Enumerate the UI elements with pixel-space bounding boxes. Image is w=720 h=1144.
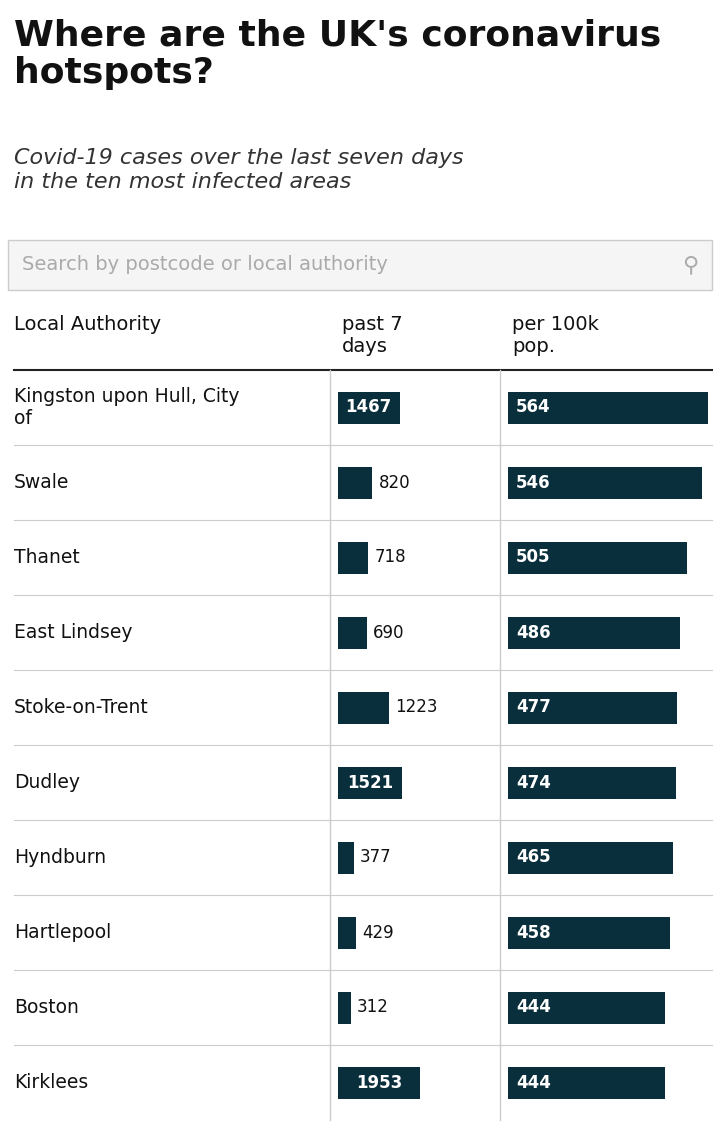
Text: Kirklees: Kirklees [14, 1073, 89, 1093]
Text: 444: 444 [516, 1073, 551, 1091]
Text: 465: 465 [516, 849, 551, 866]
Text: 312: 312 [357, 999, 389, 1017]
Text: 1953: 1953 [356, 1073, 402, 1091]
Text: 1223: 1223 [395, 699, 438, 716]
Bar [338, 691, 390, 723]
Text: past 7
days: past 7 days [342, 315, 402, 356]
Bar [508, 541, 687, 573]
Bar [8, 240, 712, 289]
Text: 474: 474 [516, 773, 551, 792]
Bar [508, 916, 670, 948]
Text: Kingston upon Hull, City
of: Kingston upon Hull, City of [14, 387, 240, 428]
Text: Dudley: Dudley [14, 773, 80, 792]
Bar [508, 992, 665, 1024]
Bar [338, 916, 356, 948]
Bar [338, 1066, 420, 1098]
Text: 690: 690 [373, 623, 405, 642]
Bar [338, 467, 372, 499]
Text: 564: 564 [516, 398, 551, 416]
Bar [508, 691, 677, 723]
Bar [508, 467, 701, 499]
Text: Local Authority: Local Authority [14, 315, 161, 334]
Text: 444: 444 [516, 999, 551, 1017]
Bar [508, 617, 680, 649]
Text: ⚲: ⚲ [682, 255, 698, 275]
Text: 486: 486 [516, 623, 551, 642]
Text: 546: 546 [516, 474, 551, 492]
Text: 1467: 1467 [346, 398, 392, 416]
Bar [508, 842, 673, 874]
Bar [508, 391, 708, 423]
Text: East Lindsey: East Lindsey [14, 623, 132, 642]
Text: 477: 477 [516, 699, 551, 716]
Bar [338, 842, 354, 874]
Text: Boston: Boston [14, 998, 79, 1017]
Text: 718: 718 [374, 548, 406, 566]
Text: Hyndburn: Hyndburn [14, 848, 106, 867]
Text: Search by postcode or local authority: Search by postcode or local authority [22, 255, 388, 275]
Text: Where are the UK's coronavirus
hotspots?: Where are the UK's coronavirus hotspots? [14, 18, 661, 90]
Text: 377: 377 [360, 849, 392, 866]
Text: 458: 458 [516, 923, 551, 942]
Bar [508, 766, 676, 799]
Bar [508, 1066, 665, 1098]
Bar [338, 992, 351, 1024]
Text: Stoke-on-Trent: Stoke-on-Trent [14, 698, 149, 717]
Text: Swale: Swale [14, 472, 69, 492]
Text: 1521: 1521 [347, 773, 393, 792]
Bar [338, 541, 368, 573]
Text: per 100k
pop.: per 100k pop. [512, 315, 599, 356]
Text: 505: 505 [516, 548, 551, 566]
Text: Covid-19 cases over the last seven days
in the ten most infected areas: Covid-19 cases over the last seven days … [14, 148, 464, 192]
Bar [338, 617, 367, 649]
Text: Hartlepool: Hartlepool [14, 923, 112, 942]
Bar [338, 766, 402, 799]
Text: 820: 820 [379, 474, 410, 492]
Bar [338, 391, 400, 423]
Text: 429: 429 [362, 923, 394, 942]
Text: Thanet: Thanet [14, 548, 80, 567]
